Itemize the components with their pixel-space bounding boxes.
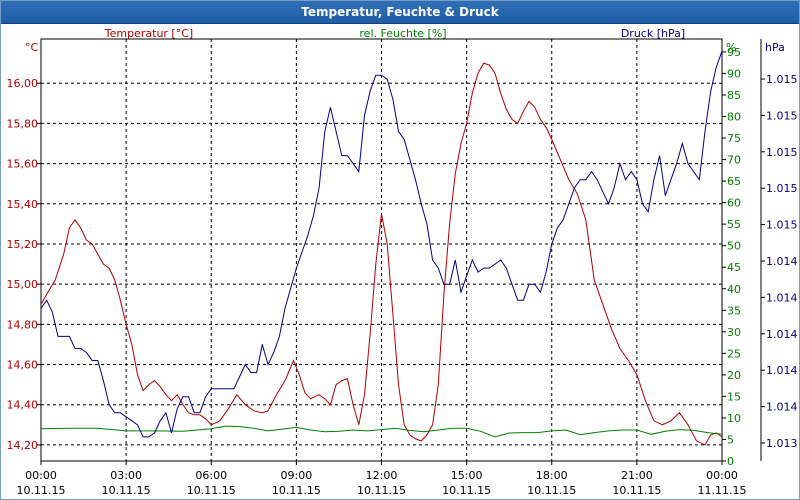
title-bar: [1, 1, 799, 24]
x-tick-time: 18:00: [536, 469, 568, 482]
humidity-tick-label: 45: [727, 261, 741, 274]
temperature-tick-label: 15,20: [7, 238, 39, 251]
pressure-tick-label: 1.013: [766, 437, 798, 450]
temperature-tick-label: 16,00: [7, 77, 39, 90]
axes: 00:00 10.11.15 03:00 10.11.15 06:00 10.11.15 0…: [7, 39, 798, 497]
temperature-tick-label: 14,80: [7, 318, 39, 331]
humidity-tick-label: 35: [727, 304, 741, 317]
x-tick-time: 09:00: [281, 469, 313, 482]
humidity-tick-label: 60: [727, 197, 741, 210]
pressure-tick-label: 1.015: [766, 219, 798, 232]
humidity-tick-label: 70: [727, 154, 741, 167]
humidity-axis-label: rel. Feuchte [%]: [359, 27, 446, 40]
temperature-tick-label: 15,40: [7, 198, 39, 211]
x-tick-time: 15:00: [451, 469, 483, 482]
humidity-tick-label: 90: [727, 67, 741, 80]
humidity-tick-label: 10: [727, 412, 741, 425]
x-tick-date: 10.11.15: [102, 484, 151, 497]
humidity-tick-label: 65: [727, 175, 741, 188]
pressure-tick-label: 1.015: [766, 182, 798, 195]
pressure-tick-label: 1.014: [766, 364, 798, 377]
pressure-line: [40, 50, 723, 438]
pressure-tick-label: 1.014: [766, 291, 798, 304]
humidity-tick-label: 40: [727, 283, 741, 296]
x-tick-date: 10.11.15: [17, 484, 66, 497]
x-tick-date: 10.11.15: [187, 484, 236, 497]
x-tick-time: 03:00: [110, 469, 142, 482]
pressure-tick-label: 1.014: [766, 401, 798, 414]
x-tick-date: 10.11.15: [442, 484, 491, 497]
x-tick-time: 00:00: [706, 469, 738, 482]
humidity-tick-label: 80: [727, 111, 741, 124]
humidity-tick-label: 85: [727, 89, 741, 102]
x-tick-time: 00:00: [25, 469, 57, 482]
humidity-tick-label: 20: [727, 369, 741, 382]
pressure-tick-label: 1.015: [766, 146, 798, 159]
humidity-tick-label: 50: [727, 240, 741, 253]
x-tick-time: 06:00: [195, 469, 227, 482]
humidity-tick-label: 95: [727, 46, 741, 59]
humidity-tick-label: 75: [727, 132, 741, 145]
temperature-line: [40, 62, 723, 446]
pressure-tick-label: 1.015: [766, 109, 798, 122]
pressure-tick-label: 1.014: [766, 328, 798, 341]
temperature-tick-label: 15,80: [7, 117, 39, 130]
humidity-tick-label: 15: [727, 390, 741, 403]
x-tick-date: 10.11.15: [357, 484, 406, 497]
pressure-unit-label: hPa: [765, 41, 785, 54]
x-tick-time: 12:00: [366, 469, 398, 482]
pressure-axis-label: Druck [hPa]: [621, 27, 685, 40]
temperature-tick-label: 14,40: [7, 399, 39, 412]
pressure-tick-label: 1.015: [766, 73, 798, 86]
temperature-tick-label: 14,20: [7, 439, 39, 452]
humidity-tick-label: 5: [727, 433, 734, 446]
temperature-unit-label: °C: [25, 41, 39, 54]
temperature-tick-label: 14,60: [7, 359, 39, 372]
temperature-axis-label: Temperatur [°C]: [104, 27, 193, 40]
humidity-tick-label: 0: [727, 455, 734, 468]
series-lines: [40, 50, 723, 446]
grid-lines: [40, 38, 723, 462]
humidity-unit-label: %: [726, 41, 736, 54]
humidity-tick-label: 55: [727, 218, 741, 231]
humidity-tick-label: 25: [727, 347, 741, 360]
humidity-tick-label: 30: [727, 326, 741, 339]
x-tick-date: 10.11.15: [527, 484, 576, 497]
x-tick-date: 10.11.15: [612, 484, 661, 497]
temperature-tick-label: 15,00: [7, 278, 39, 291]
pressure-tick-label: 1.014: [766, 255, 798, 268]
chart-title: Temperatur, Feuchte & Druck: [301, 5, 499, 19]
temperature-tick-label: 15,60: [7, 158, 39, 171]
x-tick-date: 11.11.15: [698, 484, 747, 497]
x-tick-time: 21:00: [621, 469, 653, 482]
x-tick-date: 10.11.15: [272, 484, 321, 497]
humidity-line: [40, 425, 723, 438]
